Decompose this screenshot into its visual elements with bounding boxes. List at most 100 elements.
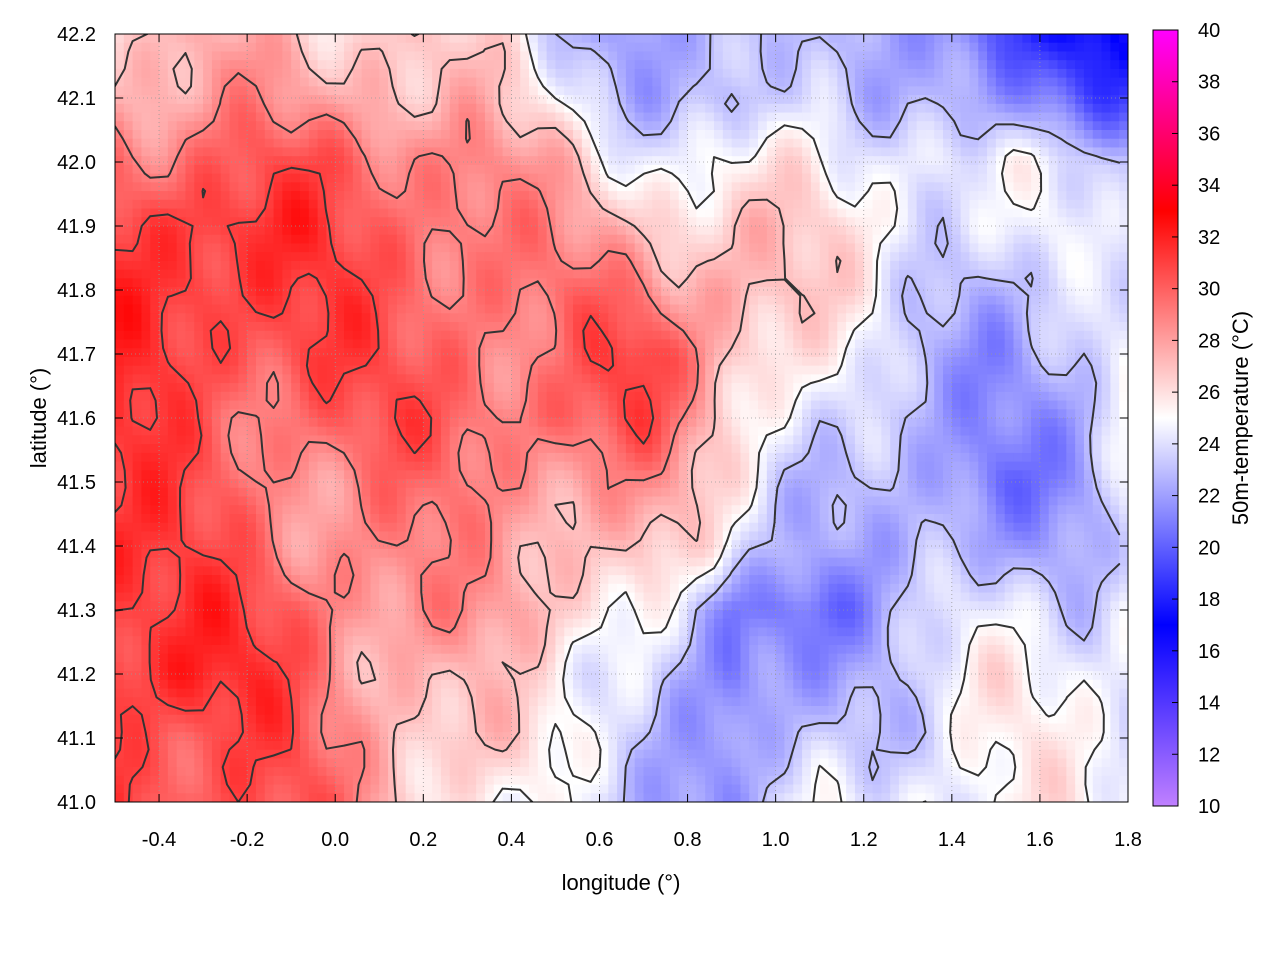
heatmap-cell: [960, 295, 971, 306]
heatmap-cell: [625, 199, 636, 210]
heatmap-cell: [634, 287, 645, 297]
heatmap-cell: [414, 365, 424, 375]
heatmap-cell: [960, 374, 971, 384]
heatmap-cell: [1057, 156, 1067, 166]
heatmap-cell: [881, 374, 891, 384]
heatmap-cell: [405, 138, 416, 149]
heatmap-cell: [123, 409, 134, 419]
heatmap-cell: [925, 269, 935, 279]
heatmap-cell: [775, 304, 786, 314]
heatmap-cell: [352, 243, 363, 253]
heatmap-cell: [881, 348, 891, 358]
heatmap-cell: [141, 243, 151, 253]
heatmap-cell: [934, 95, 944, 105]
heatmap-cell: [608, 287, 618, 297]
heatmap-cell: [608, 173, 618, 183]
heatmap-cell: [907, 191, 918, 201]
heatmap-cell: [713, 226, 724, 236]
heatmap-cell: [476, 112, 486, 122]
heatmap-cell: [150, 191, 160, 201]
heatmap-cell: [229, 182, 239, 192]
heatmap-cell: [396, 269, 407, 279]
heatmap-cell: [810, 278, 821, 288]
heatmap-cell: [846, 339, 856, 349]
heatmap-cell: [722, 130, 733, 140]
heatmap-cell: [414, 295, 424, 306]
heatmap-cell: [220, 365, 231, 375]
heatmap-cell: [634, 217, 645, 227]
heatmap-cell: [837, 156, 847, 166]
heatmap-cell: [819, 339, 830, 349]
heatmap-cell: [564, 348, 574, 358]
heatmap-cell: [317, 217, 328, 227]
heatmap-cell: [669, 199, 680, 210]
heatmap-cell: [150, 409, 160, 419]
heatmap-cell: [1101, 365, 1111, 375]
heatmap-cell: [987, 121, 997, 131]
heatmap-cell: [273, 304, 283, 314]
heatmap-cell: [713, 199, 724, 210]
heatmap-cell: [978, 217, 988, 227]
heatmap-cell: [115, 287, 125, 297]
heatmap-cell: [520, 191, 530, 201]
heatmap-cell: [943, 391, 953, 402]
heatmap-cell: [661, 208, 671, 218]
heatmap-cell: [308, 86, 319, 96]
heatmap-cell: [590, 121, 601, 131]
heatmap-cell: [854, 42, 865, 53]
heatmap-cell: [722, 51, 733, 61]
heatmap-cell: [1022, 391, 1032, 402]
heatmap-cell: [1057, 304, 1067, 314]
heatmap-cell: [308, 287, 319, 297]
heatmap-cell: [722, 138, 733, 149]
heatmap-cell: [185, 68, 195, 79]
heatmap-cell: [194, 348, 204, 358]
heatmap-cell: [617, 374, 627, 384]
heatmap-cell: [229, 103, 239, 114]
heatmap-cell: [282, 103, 292, 114]
heatmap-cell: [493, 68, 504, 79]
heatmap-cell: [220, 252, 231, 262]
heatmap-cell: [1083, 383, 1094, 393]
heatmap-cell: [987, 287, 997, 297]
heatmap-cell: [1119, 51, 1128, 61]
heatmap-cell: [1119, 199, 1128, 210]
heatmap-cell: [573, 339, 583, 349]
heatmap-cell: [995, 365, 1006, 375]
heatmap-cell: [934, 330, 944, 341]
heatmap-cell: [625, 269, 636, 279]
heatmap-cell: [854, 287, 865, 297]
heatmap-cell: [617, 313, 627, 323]
heatmap-cell: [194, 260, 204, 271]
heatmap-cell: [229, 77, 239, 87]
heatmap-cell: [537, 68, 548, 79]
heatmap-cell: [802, 278, 812, 288]
heatmap-cell: [379, 156, 389, 166]
heatmap-cell: [652, 226, 662, 236]
heatmap-cell: [854, 234, 865, 245]
heatmap-cell: [273, 217, 283, 227]
heatmap-cell: [687, 34, 697, 44]
heatmap-cell: [969, 68, 979, 79]
heatmap-cell: [1048, 383, 1059, 393]
heatmap-cell: [388, 68, 398, 79]
heatmap-cell: [863, 365, 874, 375]
heatmap-cell: [943, 77, 953, 87]
heatmap-cell: [590, 103, 601, 114]
heatmap-cell: [1048, 51, 1059, 61]
heatmap-cell: [194, 269, 204, 279]
heatmap-cell: [590, 130, 601, 140]
heatmap-cell: [758, 77, 768, 87]
heatmap-cell: [308, 269, 319, 279]
heatmap-cell: [960, 182, 971, 192]
heatmap-cell: [793, 156, 803, 166]
heatmap-cell: [220, 243, 231, 253]
heatmap-cell: [731, 156, 742, 166]
heatmap-cell: [176, 34, 187, 44]
heatmap-cell: [969, 287, 979, 297]
heatmap-cell: [643, 356, 653, 367]
heatmap-cell: [132, 42, 143, 53]
heatmap-cell: [608, 269, 618, 279]
heatmap-cell: [317, 400, 328, 410]
heatmap-cell: [1119, 313, 1128, 323]
